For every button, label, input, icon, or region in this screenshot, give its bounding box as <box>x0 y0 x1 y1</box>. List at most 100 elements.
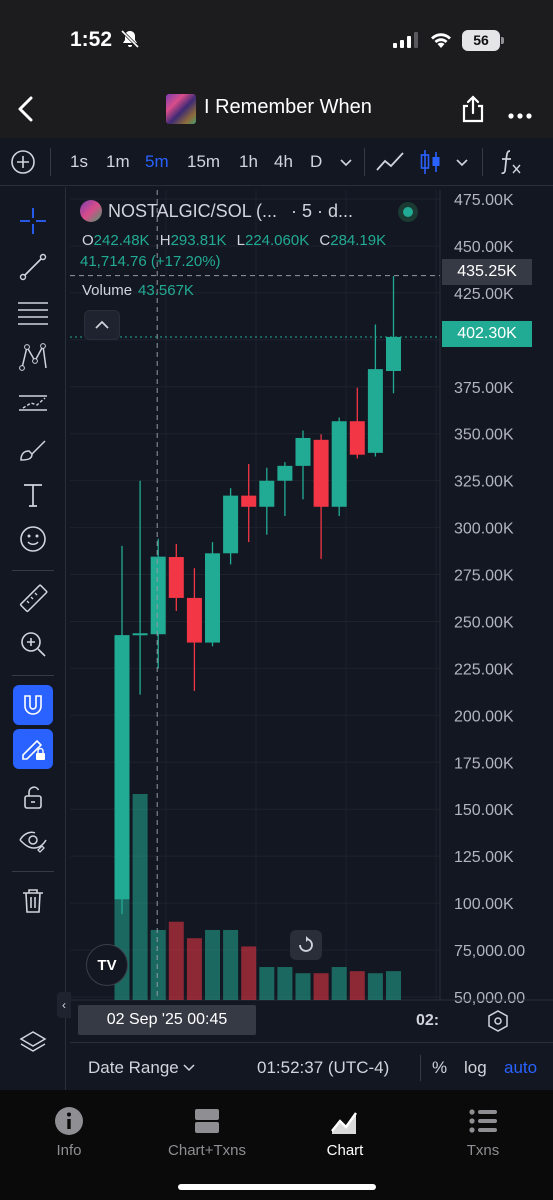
ruler-tool-icon[interactable] <box>13 579 53 619</box>
auto-scale-toggle[interactable]: auto <box>504 1058 538 1077</box>
tools-divider <box>12 675 54 676</box>
interval-d[interactable]: D <box>310 152 323 171</box>
y-axis-label: 150.00K <box>454 802 514 819</box>
x-axis-tick: 02: <box>416 1012 440 1029</box>
tab-chart-txns[interactable]: Chart+Txns <box>147 1106 267 1159</box>
footer-divider <box>420 1055 421 1081</box>
tab-txns[interactable]: Txns <box>423 1106 543 1159</box>
interval-1m[interactable]: 1m <box>106 152 130 171</box>
y-axis-label: 175.00K <box>454 755 514 772</box>
legend-change: 41,714.76 (+17.20%) <box>80 253 221 270</box>
volume-bar <box>367 973 383 1000</box>
volume-value: 43.567K <box>138 282 194 299</box>
y-axis-label: 350.00K <box>454 427 514 444</box>
toolbar-divider <box>482 148 483 176</box>
high-value: 293.81K <box>170 232 227 249</box>
date-range-dropdown[interactable]: Date Range <box>88 1058 195 1078</box>
layers-icon[interactable] <box>13 1023 53 1063</box>
tradingview-logo[interactable]: TV <box>86 944 128 986</box>
candle-body <box>114 635 130 900</box>
interval-chevron-down-icon[interactable] <box>340 155 352 173</box>
date-range-label: Date Range <box>88 1058 179 1077</box>
muted-bell-icon <box>120 29 140 54</box>
crosshair-price-label: 435.25K <box>442 259 532 285</box>
interval-15m[interactable]: 15m <box>187 152 221 171</box>
brush-tool-icon[interactable] <box>13 429 53 469</box>
candle-body <box>313 439 329 507</box>
trend-line-tool-icon[interactable] <box>13 247 53 287</box>
crosshair-tool-icon[interactable] <box>13 201 53 241</box>
interval-4h[interactable]: 4h <box>274 152 293 171</box>
chart-footer: Date Range 01:52:37 (UTC-4) % log auto <box>70 1042 553 1090</box>
split-view-icon <box>195 1109 219 1133</box>
pattern-tool-icon[interactable] <box>13 337 53 377</box>
chart-type-chevron-down-icon[interactable] <box>456 155 468 173</box>
toolbar-divider <box>364 148 365 176</box>
candle-body <box>386 336 401 371</box>
expand-tools-tab[interactable]: ‹ <box>57 992 71 1018</box>
stay-in-drawing-mode-icon[interactable] <box>13 729 53 769</box>
line-chart-type-icon[interactable] <box>376 150 406 179</box>
candle-body <box>205 553 220 643</box>
share-icon[interactable] <box>460 94 486 129</box>
status-bar: 1:52 56 <box>0 0 553 82</box>
remove-drawings-trash-icon[interactable] <box>13 881 53 921</box>
tab-txns-label: Txns <box>466 1142 500 1159</box>
open-value: 242.48K <box>93 232 150 249</box>
interval-5m[interactable]: 5m <box>145 152 169 171</box>
hide-drawings-eye-icon[interactable] <box>13 821 53 861</box>
info-icon <box>55 1107 83 1135</box>
candle-body <box>331 421 347 507</box>
back-chevron-icon[interactable] <box>14 94 38 129</box>
percent-scale-toggle[interactable]: % <box>432 1058 448 1077</box>
y-axis-label: 250.00K <box>454 614 514 631</box>
prediction-tool-icon[interactable] <box>13 383 53 423</box>
volume-bar <box>132 794 148 1000</box>
lock-drawings-icon[interactable] <box>13 777 53 817</box>
tab-info[interactable]: Info <box>9 1106 129 1159</box>
legend-interval: · 5 · d... <box>291 200 354 221</box>
nav-header: I Remember When <box>0 82 553 138</box>
cellular-signal-icon <box>393 32 419 53</box>
emoji-tool-icon[interactable] <box>13 519 53 559</box>
tab-chart[interactable]: Chart <box>285 1106 405 1159</box>
volume-label: Volume <box>82 282 133 299</box>
legend-symbol: NOSTALGIC/SOL (... <box>108 200 278 221</box>
clock-timezone[interactable]: 01:52:37 (UTC-4) <box>257 1058 390 1077</box>
more-options-icon[interactable] <box>508 106 532 124</box>
candle-body <box>349 421 365 455</box>
legend-volume: Volume 43.567K <box>82 282 194 299</box>
candle-body <box>295 437 311 466</box>
candle-body <box>132 633 148 636</box>
reset-chart-button[interactable] <box>290 930 322 960</box>
price-chart[interactable]: 475.00K450.00K425.00K400.00K375.00K350.0… <box>70 190 553 1090</box>
log-scale-toggle[interactable]: log <box>464 1058 487 1077</box>
reset-icon <box>299 936 313 952</box>
collapse-legend-button[interactable] <box>84 310 120 340</box>
volume-bar <box>241 946 257 1000</box>
legend-symbol-row[interactable]: NOSTALGIC/SOL (... · 5 · d... <box>80 200 353 222</box>
y-axis-label: 100.00K <box>454 896 514 913</box>
drawing-tools-panel <box>0 187 66 1090</box>
chart-settings-icon[interactable] <box>487 1010 509 1037</box>
y-axis-label: 200.00K <box>454 708 514 725</box>
text-tool-icon[interactable] <box>13 475 53 515</box>
indicators-fx-icon[interactable] <box>498 148 524 181</box>
volume-bar <box>168 921 184 1000</box>
candlestick-type-icon[interactable] <box>420 148 442 181</box>
y-axis-label: 475.00K <box>454 192 514 209</box>
y-axis-label: 325.00K <box>454 474 514 491</box>
crosshair-date-label: 02 Sep '25 00:45 <box>78 1005 256 1035</box>
zoom-in-tool-icon[interactable] <box>13 624 53 664</box>
magnet-mode-icon[interactable] <box>13 685 53 725</box>
candle-body <box>223 495 239 554</box>
candle-body <box>367 369 383 453</box>
tools-divider <box>12 871 54 872</box>
chevron-up-icon <box>95 320 109 329</box>
interval-1h[interactable]: 1h <box>239 152 258 171</box>
interval-1s[interactable]: 1s <box>70 152 88 171</box>
volume-bar <box>277 967 293 1000</box>
candlestick-chart[interactable]: 475.00K450.00K425.00K400.00K375.00K350.0… <box>70 190 553 1090</box>
add-symbol-icon[interactable] <box>10 149 36 180</box>
fib-retracement-tool-icon[interactable] <box>13 292 53 332</box>
